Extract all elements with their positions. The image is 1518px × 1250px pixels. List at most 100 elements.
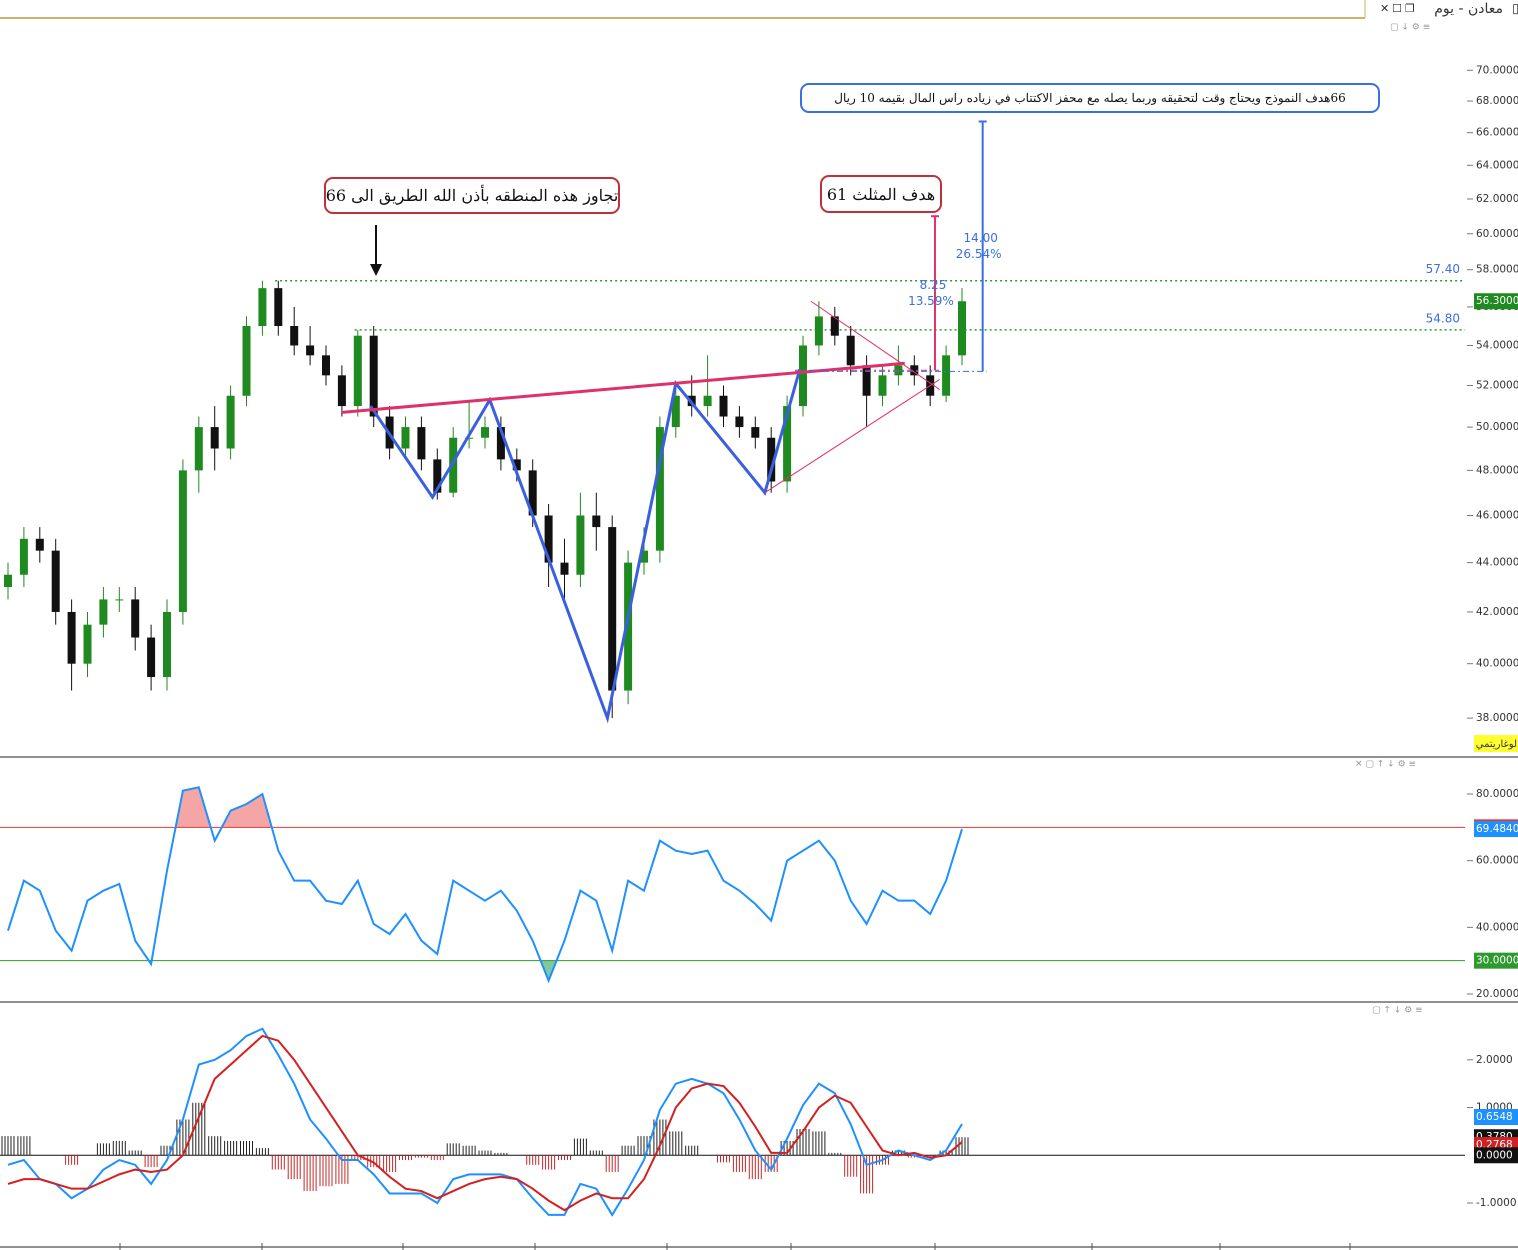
pane	[0, 786, 1465, 984]
window-icon: ▯	[1512, 2, 1518, 17]
candle-body	[369, 335, 378, 417]
candle-body	[608, 527, 617, 691]
candle-body	[322, 355, 330, 376]
candle-body	[544, 515, 553, 563]
y-tick-label: 38.0000	[1476, 712, 1518, 724]
value-marker	[1474, 821, 1518, 838]
annotation: هدف المثلث 61	[820, 175, 942, 213]
y-tick-label: 54.0000	[1476, 339, 1518, 351]
pane-controls[interactable]: ▢ ↑ ↓ ⚙ ≡	[1372, 1006, 1423, 1016]
annotation: تجاوز هذه المنطقه بأذن الله الطريق الى 6…	[324, 177, 620, 214]
y-tick-label: 58.0000	[1476, 264, 1518, 276]
y-tick-label: -1.0000	[1476, 1197, 1517, 1209]
candle-body	[814, 316, 823, 346]
candle-body	[751, 427, 760, 438]
y-tick-label: 70.0000	[1476, 64, 1518, 76]
macd-line	[7, 1027, 963, 1217]
y-tick-label: 66.0000	[1476, 127, 1518, 139]
candle-body	[624, 562, 633, 691]
pane	[0, 1027, 1465, 1217]
macd-line	[7, 1034, 963, 1212]
candle-body	[671, 395, 680, 428]
candle-body	[274, 288, 283, 327]
y-tick-label: 40.0000	[1476, 658, 1518, 670]
measure-percent: 26.54%	[956, 247, 1002, 261]
y-tick-label: 52.0000	[1476, 379, 1518, 391]
candle-body	[242, 326, 251, 396]
candle-body	[878, 375, 887, 396]
candle-body	[512, 459, 521, 471]
candle-body	[481, 427, 489, 438]
candle-body	[496, 427, 505, 460]
candle-body	[942, 355, 951, 396]
y-tick-label: 20.0000	[1476, 988, 1518, 1000]
candle-body	[417, 427, 426, 460]
level-label: 57.40	[1426, 262, 1460, 276]
triangle-line	[764, 378, 941, 494]
value-marker-label: 0.6548	[1476, 1111, 1513, 1123]
candle-body	[353, 335, 362, 407]
candle-body	[560, 562, 569, 575]
y-tick-label: 48.0000	[1476, 464, 1518, 476]
candle-body	[433, 459, 442, 493]
pane-controls[interactable]: ✕ ▢ ↑ ↓ ⚙ ≡	[1355, 760, 1416, 770]
measure-change: 8.25	[920, 278, 947, 292]
value-marker	[1474, 1109, 1518, 1126]
candle-body	[51, 550, 60, 612]
value-marker	[1474, 952, 1518, 969]
y-tick-label: 46.0000	[1476, 509, 1518, 521]
candle-body	[783, 406, 792, 482]
triangle-line	[810, 300, 941, 390]
zone-fill	[8, 787, 962, 828]
candle-body	[910, 365, 919, 376]
annotation-arrowhead	[370, 264, 382, 276]
candle-body	[846, 335, 855, 366]
y-tick-label: 60.0000	[1476, 228, 1518, 240]
neckline	[341, 361, 905, 414]
y-tick-label: 62.0000	[1476, 193, 1518, 205]
candle-body	[306, 345, 315, 356]
candle-body	[67, 611, 76, 664]
annotation: 66هدف النموذج ويحتاج وقت لتحقيقه وربما ي…	[800, 83, 1380, 113]
scale-label: لوغاريتمي	[1476, 739, 1517, 750]
candle-body	[147, 637, 156, 678]
maximize-icon[interactable]: ☐	[1392, 2, 1402, 15]
y-tick-label: 44.0000	[1476, 557, 1518, 569]
candle-body	[337, 375, 346, 407]
candle-body	[735, 416, 744, 428]
y-tick-label: 80.0000	[1476, 788, 1518, 800]
candle-body	[4, 574, 12, 588]
candle-body	[465, 437, 474, 439]
candle-body	[449, 437, 458, 493]
restore-icon[interactable]: ❐	[1405, 2, 1415, 15]
y-tick-label: 50.0000	[1476, 421, 1518, 433]
pane	[4, 279, 1465, 724]
value-marker-label: 0.0000	[1476, 1149, 1513, 1161]
candle-body	[194, 427, 203, 471]
candle-body	[178, 470, 187, 612]
candle-body	[226, 395, 235, 449]
candle-body	[115, 599, 124, 601]
candle-body	[35, 538, 44, 551]
window-title: معادن - يوم	[1434, 1, 1503, 17]
value-marker-label: 69.4840	[1476, 823, 1518, 835]
x-axis-ticks	[119, 1243, 1351, 1250]
candle-body	[131, 599, 140, 638]
y-tick-label: 64.0000	[1476, 159, 1518, 171]
pane-controls[interactable]: ▢ ↓ ⚙ ≡	[1390, 23, 1430, 33]
candle-body	[640, 550, 648, 563]
candle-body	[99, 599, 108, 625]
y-tick-label: 60.0000	[1476, 855, 1518, 867]
measure-percent: 13.59%	[908, 294, 954, 308]
close-icon[interactable]: ✕	[1380, 2, 1389, 15]
candle-body	[655, 427, 664, 551]
candle-body	[703, 395, 712, 407]
candle-body	[862, 365, 871, 396]
candle-body	[258, 288, 267, 327]
level-label: 54.80	[1426, 311, 1460, 325]
scale-badge	[1474, 735, 1518, 752]
value-marker-label: 56.3000	[1476, 295, 1518, 307]
candle-body	[719, 395, 728, 417]
